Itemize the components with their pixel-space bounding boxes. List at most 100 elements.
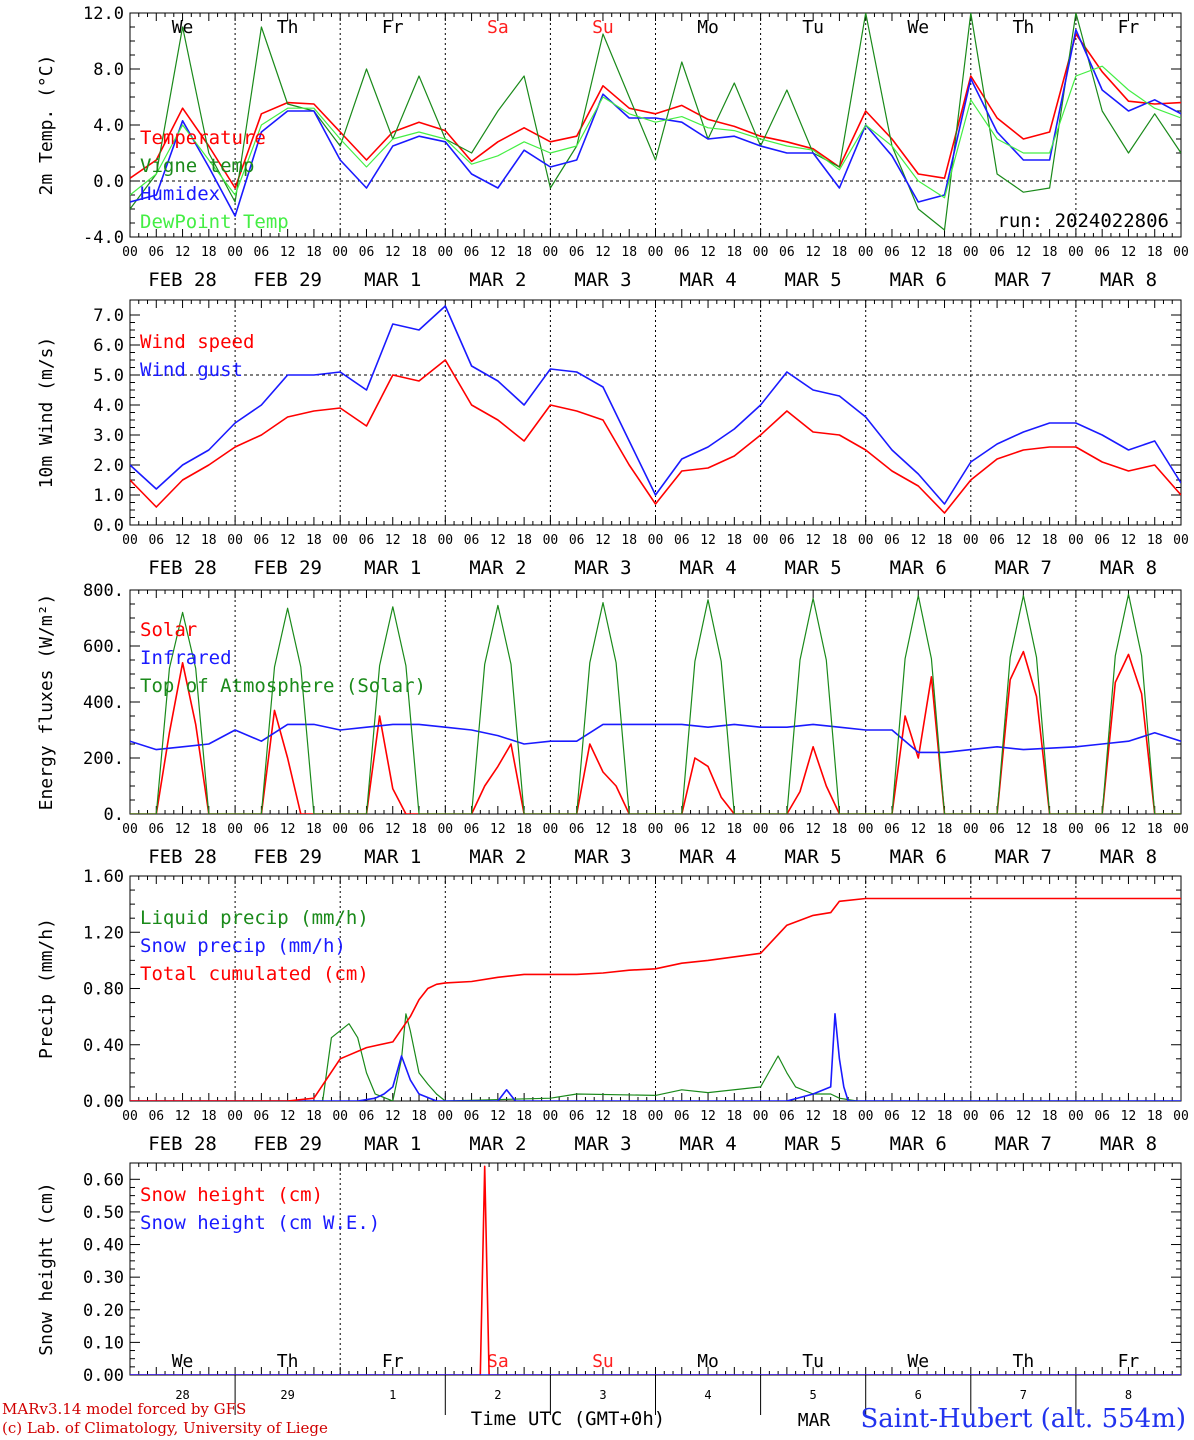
x-hour-label: 12 [1121, 245, 1137, 260]
day-number-label: 2 [494, 1388, 501, 1402]
y-tick-label: 1.20 [83, 923, 124, 943]
y-tick-label: 4.0 [93, 396, 124, 416]
x-hour-label: 12 [1121, 822, 1137, 837]
series-line [130, 65, 1181, 199]
x-hour-label: 06 [569, 822, 585, 837]
x-hour-label: 18 [726, 1109, 742, 1124]
x-hour-label: 18 [937, 245, 953, 260]
x-date-label: MAR 4 [679, 846, 736, 868]
x-hour-label: 18 [516, 533, 532, 548]
day-number-label: 7 [1020, 1388, 1027, 1402]
y-tick-label: 0.0 [93, 516, 124, 536]
x-hour-label: 12 [910, 822, 926, 837]
x-hour-label: 06 [569, 245, 585, 260]
x-hour-label: 00 [648, 245, 664, 260]
x-axis-label: Time UTC (GMT+0h) [471, 1408, 665, 1430]
x-hour-label: 18 [1042, 1109, 1058, 1124]
legend-entry: Snow height (cm W.E.) [140, 1212, 380, 1234]
series-line [130, 13, 1181, 231]
x-hour-label: 12 [1121, 1109, 1137, 1124]
x-hour-label: 06 [989, 533, 1005, 548]
x-hour-label: 18 [621, 822, 637, 837]
x-hour-label: 18 [516, 1109, 532, 1124]
x-hour-label: 18 [411, 1109, 427, 1124]
x-hour-label: 00 [332, 533, 348, 548]
series-line [130, 650, 1181, 814]
y-tick-label: 200. [83, 749, 124, 769]
x-hour-label: 06 [148, 533, 164, 548]
x-date-label: FEB 29 [253, 1133, 322, 1155]
x-hour-label: 12 [700, 822, 716, 837]
day-number-label: 29 [280, 1388, 294, 1402]
legend-entry: Humidex [140, 183, 220, 205]
legend-entry: Snow precip (mm/h) [140, 935, 346, 957]
x-date-label: MAR 1 [364, 557, 421, 579]
series-line [130, 897, 1181, 1101]
x-hour-label: 06 [884, 1109, 900, 1124]
x-hour-label: 06 [254, 533, 270, 548]
x-date-label: MAR 6 [890, 846, 947, 868]
x-hour-label: 06 [1094, 822, 1110, 837]
x-hour-label: 18 [726, 533, 742, 548]
x-hour-label: 00 [437, 245, 453, 260]
x-hour-label: 12 [490, 822, 506, 837]
day-number-label: 28 [175, 1388, 189, 1402]
credit-lab: (c) Lab. of Climatology, University of L… [2, 1419, 328, 1437]
weekday-label: Fr [1118, 1351, 1140, 1372]
x-date-label: MAR 3 [574, 846, 631, 868]
x-hour-label: 00 [543, 533, 559, 548]
x-date-label: MAR 4 [679, 269, 736, 291]
weekday-label: Th [1013, 1351, 1035, 1372]
weekday-label: Tu [802, 1351, 824, 1372]
legend-entry: Wind speed [140, 331, 254, 353]
x-hour-label: 12 [280, 245, 296, 260]
x-date-label: MAR 6 [890, 1133, 947, 1155]
x-date-label: FEB 29 [253, 846, 322, 868]
x-hour-label: 00 [753, 533, 769, 548]
x-hour-label: 12 [910, 533, 926, 548]
x-hour-label: 18 [306, 1109, 322, 1124]
x-hour-label: 06 [464, 533, 480, 548]
x-hour-label: 18 [411, 245, 427, 260]
legend-entry: Snow height (cm) [140, 1184, 323, 1206]
x-date-label: MAR 7 [995, 1133, 1052, 1155]
x-hour-label: 06 [359, 822, 375, 837]
x-hour-label: 12 [700, 1109, 716, 1124]
x-hour-label: 00 [753, 1109, 769, 1124]
weekday-label: Mo [697, 1351, 719, 1372]
y-tick-label: 0. [104, 805, 124, 825]
x-date-label: MAR 1 [364, 1133, 421, 1155]
x-date-label: FEB 28 [148, 557, 217, 579]
weekday-label: Th [277, 17, 299, 38]
x-hour-label: 06 [148, 822, 164, 837]
x-hour-label: 00 [227, 533, 243, 548]
x-date-label: MAR 5 [785, 269, 842, 291]
y-tick-label: 5.0 [93, 366, 124, 386]
x-hour-label: 12 [280, 1109, 296, 1124]
y-tick-label: 4.0 [93, 116, 124, 136]
x-date-label: MAR 4 [679, 557, 736, 579]
legend-entry: DewPoint Temp [140, 211, 289, 233]
x-hour-label: 00 [227, 822, 243, 837]
x-hour-label: 00 [122, 533, 138, 548]
y-axis-label: Snow height (cm) [36, 1182, 57, 1355]
series-line [130, 305, 1181, 505]
x-hour-label: 18 [621, 533, 637, 548]
x-date-label: MAR 2 [469, 1133, 526, 1155]
x-hour-label: 06 [569, 1109, 585, 1124]
x-date-label: MAR 5 [785, 557, 842, 579]
x-hour-label: 12 [595, 533, 611, 548]
y-axis-label: 2m Temp. (°C) [36, 55, 57, 196]
series-line [130, 1013, 1181, 1101]
x-hour-label: 18 [1147, 533, 1163, 548]
day-number-label: 5 [810, 1388, 817, 1402]
x-hour-label: 18 [726, 822, 742, 837]
y-tick-label: 0.40 [83, 1036, 124, 1056]
x-hour-label: 06 [989, 822, 1005, 837]
x-hour-label: 00 [858, 533, 874, 548]
x-hour-label: 12 [805, 245, 821, 260]
x-hour-label: 06 [989, 1109, 1005, 1124]
x-hour-label: 18 [832, 822, 848, 837]
x-hour-label: 00 [437, 822, 453, 837]
weekday-label: Fr [1118, 17, 1140, 38]
